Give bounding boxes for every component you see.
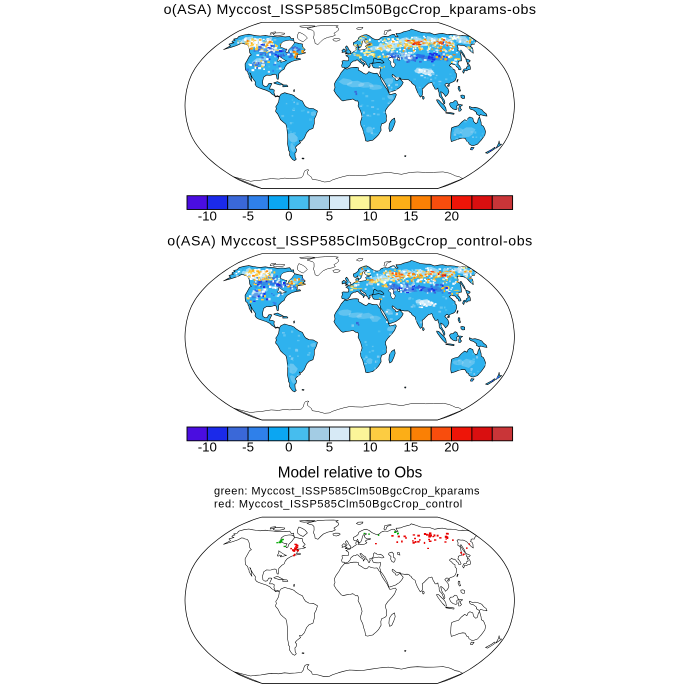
svg-text:5: 5	[326, 208, 333, 223]
svg-text:-10: -10	[198, 440, 217, 455]
svg-text:-5: -5	[242, 208, 254, 223]
svg-text:20: 20	[444, 440, 459, 455]
svg-text:0: 0	[285, 440, 292, 455]
svg-text:15: 15	[404, 440, 419, 455]
svg-text:o(ASA) Myccost_ISSP585Clm50Bgc: o(ASA) Myccost_ISSP585Clm50BgcCrop_contr…	[167, 234, 533, 250]
svg-text:5: 5	[326, 440, 333, 455]
svg-text:o(ASA) Myccost_ISSP585Clm50Bgc: o(ASA) Myccost_ISSP585Clm50BgcCrop_kpara…	[164, 2, 537, 18]
svg-text:green: Myccost_ISSP585Clm50Bgc: green: Myccost_ISSP585Clm50BgcCrop_kpara…	[214, 486, 480, 498]
svg-text:10: 10	[363, 208, 378, 223]
svg-text:red: Myccost_ISSP585Clm50BgcCr: red: Myccost_ISSP585Clm50BgcCrop_control	[214, 499, 463, 511]
svg-text:15: 15	[404, 208, 419, 223]
svg-text:10: 10	[363, 440, 378, 455]
svg-text:20: 20	[444, 208, 459, 223]
svg-text:-10: -10	[198, 208, 217, 223]
svg-text:0: 0	[285, 208, 292, 223]
svg-text:Model relative to Obs: Model relative to Obs	[278, 464, 423, 481]
svg-text:-5: -5	[242, 440, 254, 455]
